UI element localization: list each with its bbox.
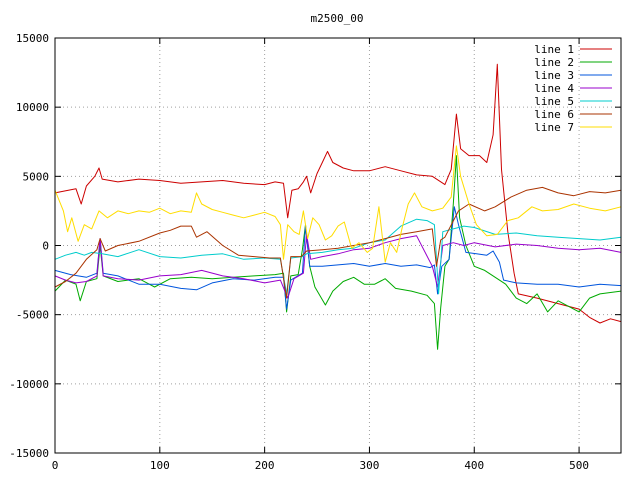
plot-frame: [54, 37, 622, 454]
legend-label: line 1: [534, 43, 574, 56]
y-tick-label: -5000: [16, 309, 49, 322]
series-line-2: [54, 155, 622, 350]
x-tick-label: 200: [255, 459, 275, 472]
x-axis-ticks: 0 100 200 300 400 500: [52, 38, 589, 472]
x-tick-label: 500: [569, 459, 589, 472]
x-tick-label: 0: [52, 459, 59, 472]
y-tick-label: -10000: [9, 378, 49, 391]
chart-title: m2500_00: [311, 12, 364, 25]
y-tick-label: 10000: [16, 101, 49, 114]
y-tick-label: -15000: [9, 447, 49, 460]
series-line-4: [54, 233, 622, 299]
x-tick-label: 100: [150, 459, 170, 472]
x-tick-label: 300: [360, 459, 380, 472]
legend-label: line 2: [534, 56, 574, 69]
legend-label: line 4: [534, 82, 574, 95]
legend-label: line 5: [534, 95, 574, 108]
legend-label: line 3: [534, 69, 574, 82]
series-line-6: [54, 186, 622, 299]
y-tick-label: 15000: [16, 32, 49, 45]
series-group: [54, 63, 622, 350]
series-line-5: [54, 218, 622, 295]
series-line-1: [54, 63, 622, 324]
legend-label: line 7: [534, 121, 574, 134]
series-line-3: [54, 206, 622, 310]
series-line-7: [54, 145, 622, 263]
y-tick-label: 0: [42, 240, 49, 253]
y-tick-label: 5000: [23, 170, 50, 183]
x-tick-label: 400: [464, 459, 484, 472]
legend-label: line 6: [534, 108, 574, 121]
